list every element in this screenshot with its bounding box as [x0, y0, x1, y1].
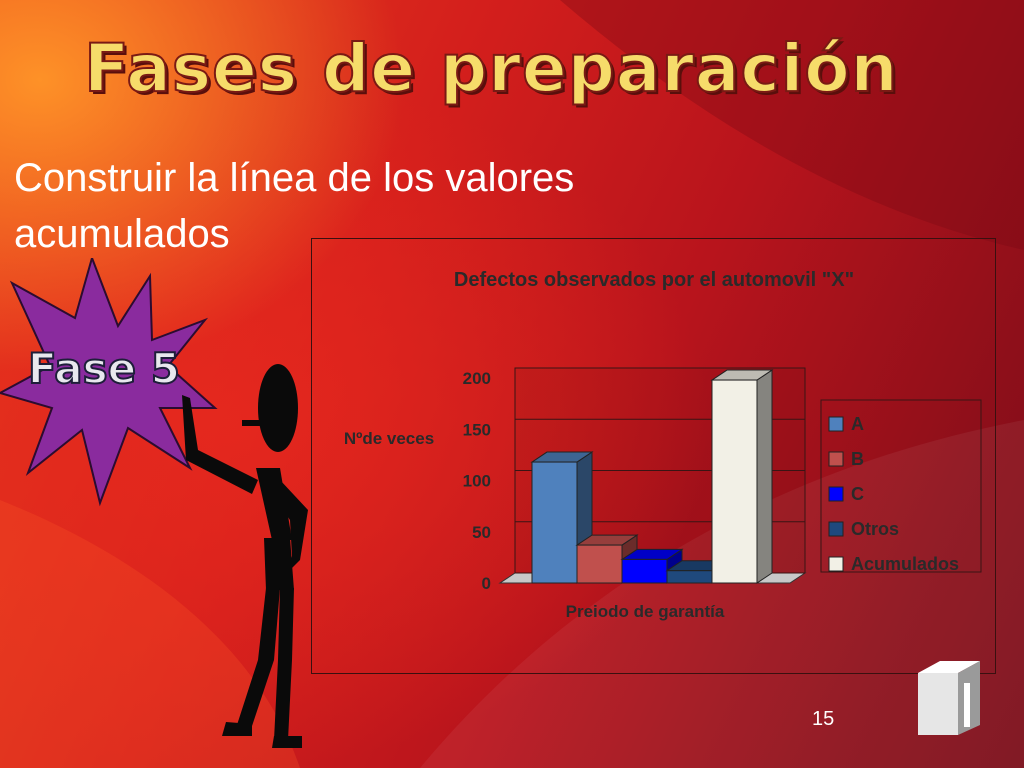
legend-swatch	[828, 416, 844, 432]
bar-front	[576, 544, 623, 584]
y-tick-label: 0	[482, 574, 491, 593]
legend-label: Otros	[851, 519, 899, 539]
legend-box	[820, 399, 982, 573]
y-axis-label: Nºde veces	[344, 429, 434, 448]
slide-title: Fases de preparación	[83, 29, 899, 108]
legend-swatch	[828, 451, 844, 467]
legend-label: C	[851, 484, 864, 504]
y-tick-label: 150	[463, 420, 491, 439]
y-tick-labels: 0 50 100 150 200	[463, 369, 491, 593]
bar-front	[531, 461, 578, 584]
slide-subtitle: Construir la línea de los valores acumul…	[14, 156, 575, 256]
cube-icon	[918, 661, 980, 735]
chart-legend: ABC Otros Acumulados	[820, 399, 982, 574]
y-tick-label: 100	[463, 472, 491, 491]
fase-badge: Fase 5	[0, 258, 218, 507]
chart-title: Defectos observados por el automovil "X"	[454, 269, 854, 291]
legend-entry-acumulados: Acumulados	[828, 554, 959, 574]
y-tick-label: 50	[472, 523, 491, 542]
chart-frame	[311, 238, 996, 674]
legend-entry-b: B	[828, 449, 864, 469]
bar-acumulados	[710, 369, 774, 584]
chart-bars	[530, 369, 774, 584]
legend-swatch	[828, 521, 844, 537]
presenter-figure	[182, 364, 308, 748]
legend-label: Acumulados	[851, 554, 959, 574]
bar-side	[756, 369, 773, 584]
bar-c	[620, 548, 684, 584]
bar-front	[666, 570, 713, 584]
starburst-shape	[0, 258, 218, 507]
legend-swatch	[828, 556, 844, 572]
legend-label: A	[851, 414, 864, 434]
page-number: 15	[812, 708, 835, 730]
x-axis-label: Preiodo de garantía	[566, 602, 725, 621]
bar-front	[621, 558, 668, 584]
legend-entry-otros: Otros	[828, 519, 899, 539]
legend-entry-c: C	[828, 484, 864, 504]
legend-swatch	[828, 486, 844, 502]
badge-label: Fase 5	[28, 344, 180, 393]
bar-front	[711, 379, 758, 584]
y-tick-label: 200	[463, 369, 491, 388]
legend-entry-a: A	[828, 414, 864, 434]
legend-label: B	[851, 449, 864, 469]
